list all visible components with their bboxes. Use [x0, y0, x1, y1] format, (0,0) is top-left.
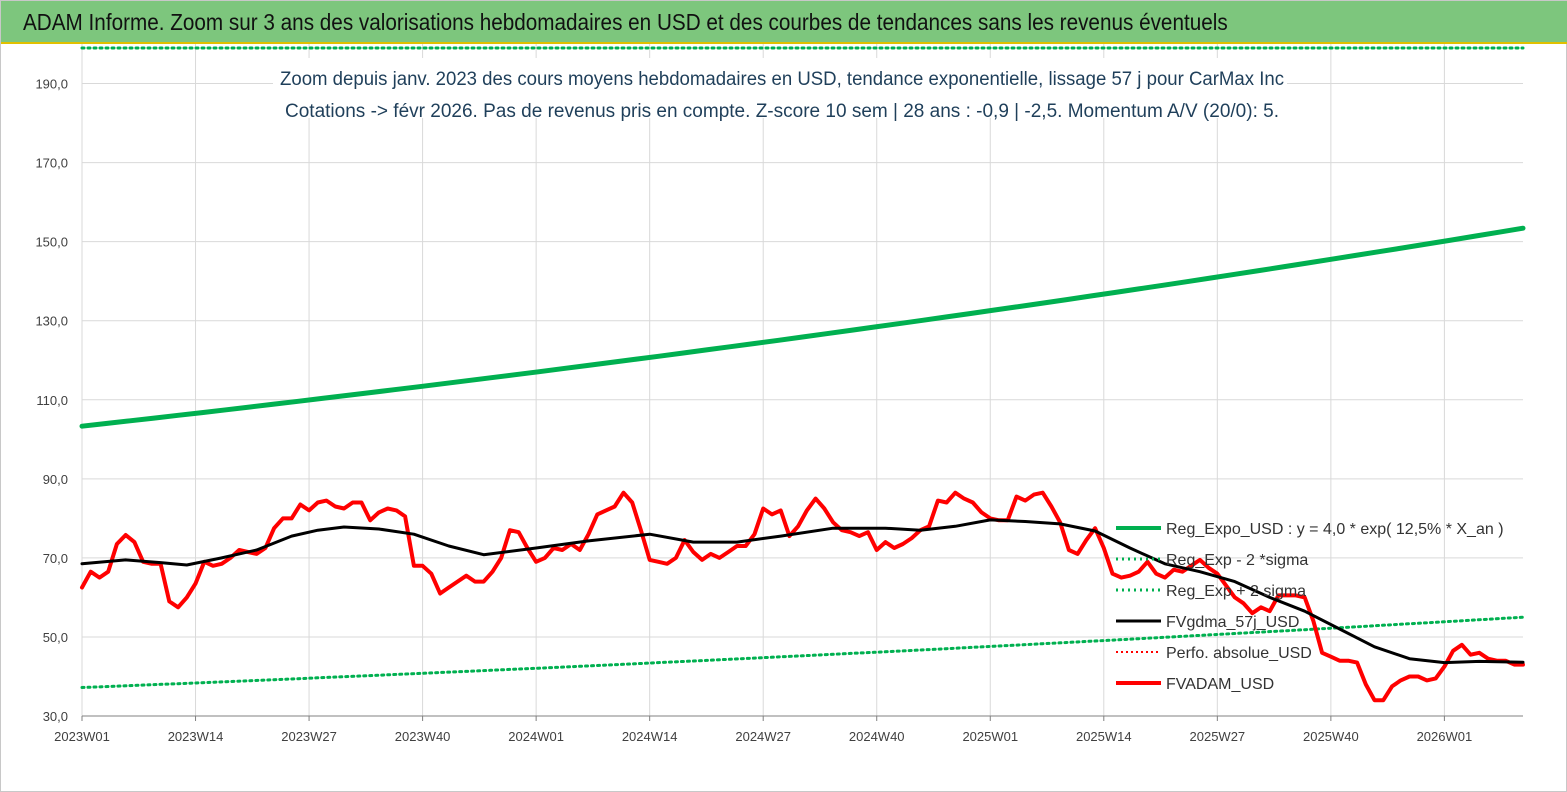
chart-series	[79, 46, 1526, 703]
title-backdrop	[273, 58, 1287, 118]
x-tick-label: 2023W40	[395, 729, 451, 744]
chart-legend: Reg_Expo_USD : y = 4,0 * exp( 12,5% * X_…	[1116, 521, 1504, 693]
x-tick-label: 2024W40	[849, 729, 905, 744]
chart-gridlines	[81, 44, 1523, 717]
y-tick-label: 50,0	[43, 630, 68, 645]
legend-label: FVADAM_USD	[1166, 676, 1274, 693]
x-tick-label: 2023W27	[281, 729, 337, 744]
legend-label: FVgdma_57j_USD	[1166, 614, 1299, 631]
x-tick-label: 2024W27	[735, 729, 791, 744]
report-banner: ADAM Informe. Zoom sur 3 ans des valoris…	[1, 1, 1567, 44]
y-axis: 30,0 50,0 70,0 90,0 110,0 130,0 150,0 170,0 190,…	[35, 77, 68, 724]
line-chart: 30,0 50,0 70,0 90,0 110,0 130,0 150,0 170,0 190,…	[35, 44, 1526, 744]
y-tick-label: 70,0	[43, 551, 68, 566]
legend-label: Reg_Exp + 2 sigma	[1166, 583, 1306, 600]
y-tick-label: 110,0	[36, 393, 68, 408]
y-tick-label: 150,0	[35, 235, 68, 250]
x-tick-label: 2025W27	[1190, 729, 1246, 744]
x-tick-label: 2023W14	[168, 729, 224, 744]
legend-label: Perfo. absolue_USD	[1166, 645, 1312, 662]
x-tick-label: 2025W01	[962, 729, 1018, 744]
y-tick-label: 130,0	[35, 314, 68, 329]
x-tick-label: 2023W01	[54, 729, 110, 744]
report-title: ADAM Informe. Zoom sur 3 ans des valoris…	[23, 9, 1228, 35]
x-axis: 2023W01 2023W14 2023W27 2023W40 2024W01 2024W…	[54, 715, 1523, 744]
x-tick-label: 2024W14	[622, 729, 678, 744]
series-fvgdma-57j	[80, 518, 1525, 665]
y-tick-label: 90,0	[43, 472, 68, 487]
x-tick-label: 2026W01	[1417, 729, 1473, 744]
series-reg-expo	[79, 225, 1526, 429]
y-tick-label: 170,0	[35, 156, 68, 171]
chart-title-line2: Cotations -> févr 2026. Pas de revenus p…	[285, 101, 1279, 122]
x-tick-label: 2025W40	[1303, 729, 1359, 744]
x-tick-label: 2025W14	[1076, 729, 1132, 744]
series-reg-minus-2sigma	[80, 615, 1525, 689]
y-tick-label: 30,0	[43, 709, 68, 724]
legend-label: Reg_Exp - 2 *sigma	[1166, 552, 1308, 569]
x-tick-label: 2024W01	[508, 729, 564, 744]
y-tick-label: 190,0	[35, 77, 68, 92]
chart-title-line1: Zoom depuis janv. 2023 des cours moyens …	[280, 69, 1284, 90]
legend-label: Reg_Expo_USD : y = 4,0 * exp( 12,5% * X_…	[1166, 521, 1504, 538]
series-fvadam	[80, 490, 1525, 703]
